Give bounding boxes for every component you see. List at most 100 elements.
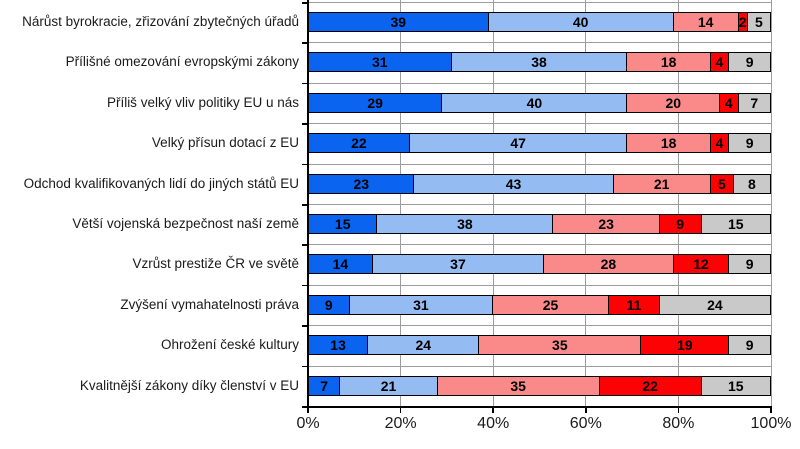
bar-segment-segment-red: 19 [641,335,730,356]
bar-segment-segment-red: 11 [608,294,660,315]
bar-value-label: 15 [727,377,744,394]
bar-value-label: 4 [715,135,724,152]
bar-value-label: 40 [526,94,543,111]
bar-value-label: 4 [715,54,724,71]
vertical-gridline [400,0,402,406]
bar-value-label: 18 [660,54,677,71]
bar-row: 29 40 20 4 7 [308,92,771,113]
category-label: Zvýšení vymahatelnosti práva [120,296,299,312]
x-axis-tick [307,406,309,413]
bar-row: 15 38 23 9 15 [308,214,771,234]
bar-segment-segment-dark-blue: 23 [308,173,415,194]
x-axis-tick-label: 20% [384,415,417,432]
bar-segment-segment-gray: 8 [733,173,771,194]
bar-segment-segment-light-blue: 24 [368,335,480,356]
category-label: Větší vojenská bezpečnost naší země [72,216,299,231]
bar-segment-segment-pink: 14 [673,12,739,32]
bar-segment-segment-gray: 24 [659,294,771,315]
y-axis-tick [302,406,307,408]
bar-segment-segment-light-blue: 38 [377,214,554,234]
x-axis-tick-label: 40% [477,415,510,432]
y-axis-tick [302,163,307,166]
bar-segment-segment-light-blue: 40 [442,92,628,113]
bar-row: 13 24 35 19 9 [308,335,771,356]
bar-segment-segment-dark-blue: 39 [308,12,489,32]
bar-segment-segment-light-blue: 43 [414,173,614,194]
bar-value-label: 14 [697,14,714,30]
horizontal-gridline [308,244,771,246]
horizontal-gridline [308,82,771,84]
y-axis-tick [302,123,307,125]
bar-segment-segment-gray: 9 [729,133,771,154]
bar-value-label: 9 [745,337,754,354]
horizontal-gridline [308,2,771,3]
bar-value-label: 37 [450,256,466,273]
y-axis-line [307,0,309,407]
y-axis-tick [302,244,307,246]
horizontal-gridline [308,123,771,125]
bar-segment-segment-pink: 28 [544,254,674,275]
bar-segment-segment-pink: 21 [613,173,711,194]
bar-segment-segment-dark-blue: 14 [308,254,373,275]
bar-row: 22 47 18 4 9 [308,133,771,154]
bar-segment-segment-dark-blue: 15 [308,214,378,234]
bar-value-label: 47 [510,135,526,152]
bar-segment-segment-dark-blue: 22 [308,133,410,154]
bar-row: 31 38 18 4 9 [308,52,771,73]
x-axis-tick [492,406,494,413]
bar-segment-segment-light-blue: 31 [349,294,494,315]
bar-value-label: 25 [542,296,559,313]
bar-segment-segment-pink: 18 [627,52,711,73]
y-axis-tick [302,42,307,44]
bar-segment-segment-pink: 20 [627,92,721,113]
bar-value-label: 38 [457,216,473,232]
bar-segment-segment-red: 4 [710,52,730,73]
bar-value-label: 12 [693,256,709,273]
bar-value-label: 8 [748,175,756,192]
horizontal-gridline [308,284,771,286]
bar-segment-segment-red: 4 [720,92,739,113]
y-axis-tick [302,82,307,85]
bar-value-label: 11 [626,296,642,313]
x-axis-line [307,406,772,408]
category-label: Vzrůst prestiže ČR ve světě [132,256,299,272]
bar-segment-segment-gray: 15 [701,214,771,234]
x-axis-tick-label: 60% [569,415,602,432]
bar-segment-segment-dark-blue: 31 [308,52,452,73]
bar-segment-segment-red: 2 [738,12,748,32]
bar-segment-segment-red: 4 [710,133,730,154]
horizontal-gridline [308,163,771,165]
x-axis-tick-label: 80% [662,415,695,432]
bar-value-label: 40 [572,14,589,30]
bar-segment-segment-dark-blue: 9 [308,294,350,315]
bar-segment-segment-pink: 35 [479,335,642,356]
bar-segment-segment-gray: 9 [729,254,771,275]
bar-value-label: 7 [750,94,759,111]
bar-segment-segment-red: 9 [659,214,702,234]
bar-row: 23 43 21 5 8 [308,173,771,194]
bar-value-label: 20 [665,94,682,111]
bar-value-label: 13 [330,337,346,354]
bar-value-label: 35 [552,337,568,354]
bar-segment-segment-gray: 5 [747,12,771,32]
bar-value-label: 18 [660,135,677,152]
bar-value-label: 15 [727,216,744,232]
vertical-gridline [770,0,772,406]
horizontal-gridline [308,365,771,367]
category-label: Ohrožení české kultury [160,337,299,353]
bar-segment-segment-red: 12 [673,254,730,275]
bar-value-label: 43 [505,175,522,192]
bar-row: 9 31 25 11 24 [308,294,771,315]
x-axis-tick-label: 100% [750,415,792,432]
bar-row: 39 40 14 2 5 [308,12,771,32]
y-axis-tick [302,2,307,4]
bar-segment-segment-gray: 7 [738,92,771,113]
bar-segment-segment-red: 22 [599,375,702,396]
bar-segment-segment-dark-blue: 13 [308,335,369,356]
bar-segment-segment-dark-blue: 7 [308,375,341,396]
horizontal-gridline [308,204,771,205]
category-label: Odchod kvalifikovaných lidí do jiných st… [23,175,299,191]
bar-value-label: 9 [745,54,754,71]
bar-value-label: 23 [598,216,614,232]
